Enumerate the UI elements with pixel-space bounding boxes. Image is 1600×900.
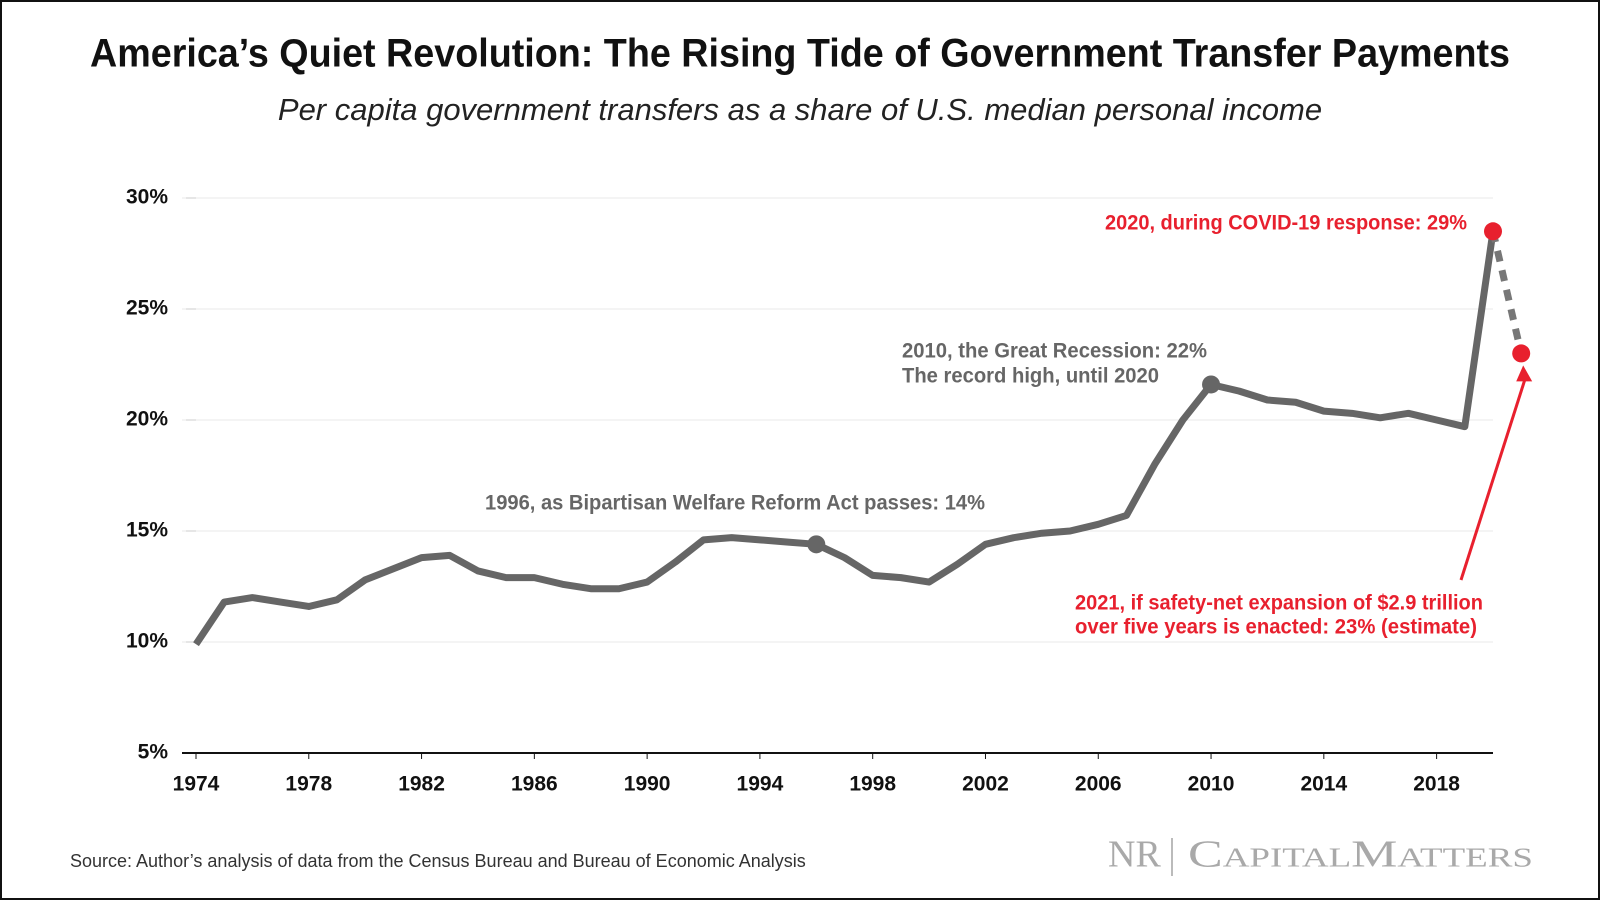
- logo: NR CapitalMatters: [1108, 834, 1533, 876]
- x-tick-label: 1974: [173, 773, 220, 796]
- x-tick-label: 2010: [1188, 773, 1235, 796]
- x-tick-label: 2014: [1300, 773, 1347, 796]
- y-tick-label: 30%: [126, 186, 168, 209]
- annotation: 2010, the Great Recession: 22%: [902, 340, 1207, 363]
- highlight-point: [807, 535, 826, 554]
- x-tick-label: 2006: [1075, 773, 1122, 796]
- logo-name: CapitalMatters: [1188, 834, 1533, 876]
- logo-nr: NR: [1108, 834, 1161, 876]
- x-tick-label: 1978: [285, 773, 332, 796]
- y-tick-label: 10%: [126, 630, 168, 653]
- annotation-arrowhead: [1516, 365, 1533, 382]
- annotation-arrow: [1459, 374, 1528, 581]
- y-tick-label: 20%: [126, 408, 168, 431]
- highlight-point: [1484, 222, 1502, 241]
- y-tick-label: 5%: [138, 741, 169, 764]
- source: Source: Author’s analysis of data from t…: [70, 851, 806, 871]
- x-tick-label: 1998: [849, 773, 896, 796]
- y-tick-label: 25%: [126, 297, 168, 320]
- x-tick-label: 1990: [624, 773, 671, 796]
- annotation: over five years is enacted: 23% (estimat…: [1075, 616, 1477, 639]
- highlight-point: [1202, 375, 1221, 394]
- annotation: 2020, during COVID-19 response: 29%: [1105, 212, 1467, 235]
- chart-title: America’s Quiet Revolution: The Rising T…: [90, 32, 1510, 76]
- highlight-point: [1512, 344, 1531, 363]
- estimate-line: [1489, 230, 1525, 355]
- annotation: The record high, until 2020: [902, 365, 1159, 388]
- x-tick-label: 2002: [962, 773, 1009, 796]
- chart-subtitle: Per capita government transfers as a sha…: [278, 92, 1322, 127]
- x-tick-label: 1986: [511, 773, 558, 796]
- x-tick-label: 1994: [737, 773, 784, 796]
- x-tick-label: 2018: [1413, 773, 1460, 796]
- annotation: 1996, as Bipartisan Welfare Reform Act p…: [485, 492, 985, 515]
- data-line: [193, 230, 1497, 647]
- x-tick-label: 1982: [398, 773, 445, 796]
- y-tick-label: 15%: [126, 519, 168, 542]
- annotation: 2021, if safety-net expansion of $2.9 tr…: [1075, 592, 1483, 615]
